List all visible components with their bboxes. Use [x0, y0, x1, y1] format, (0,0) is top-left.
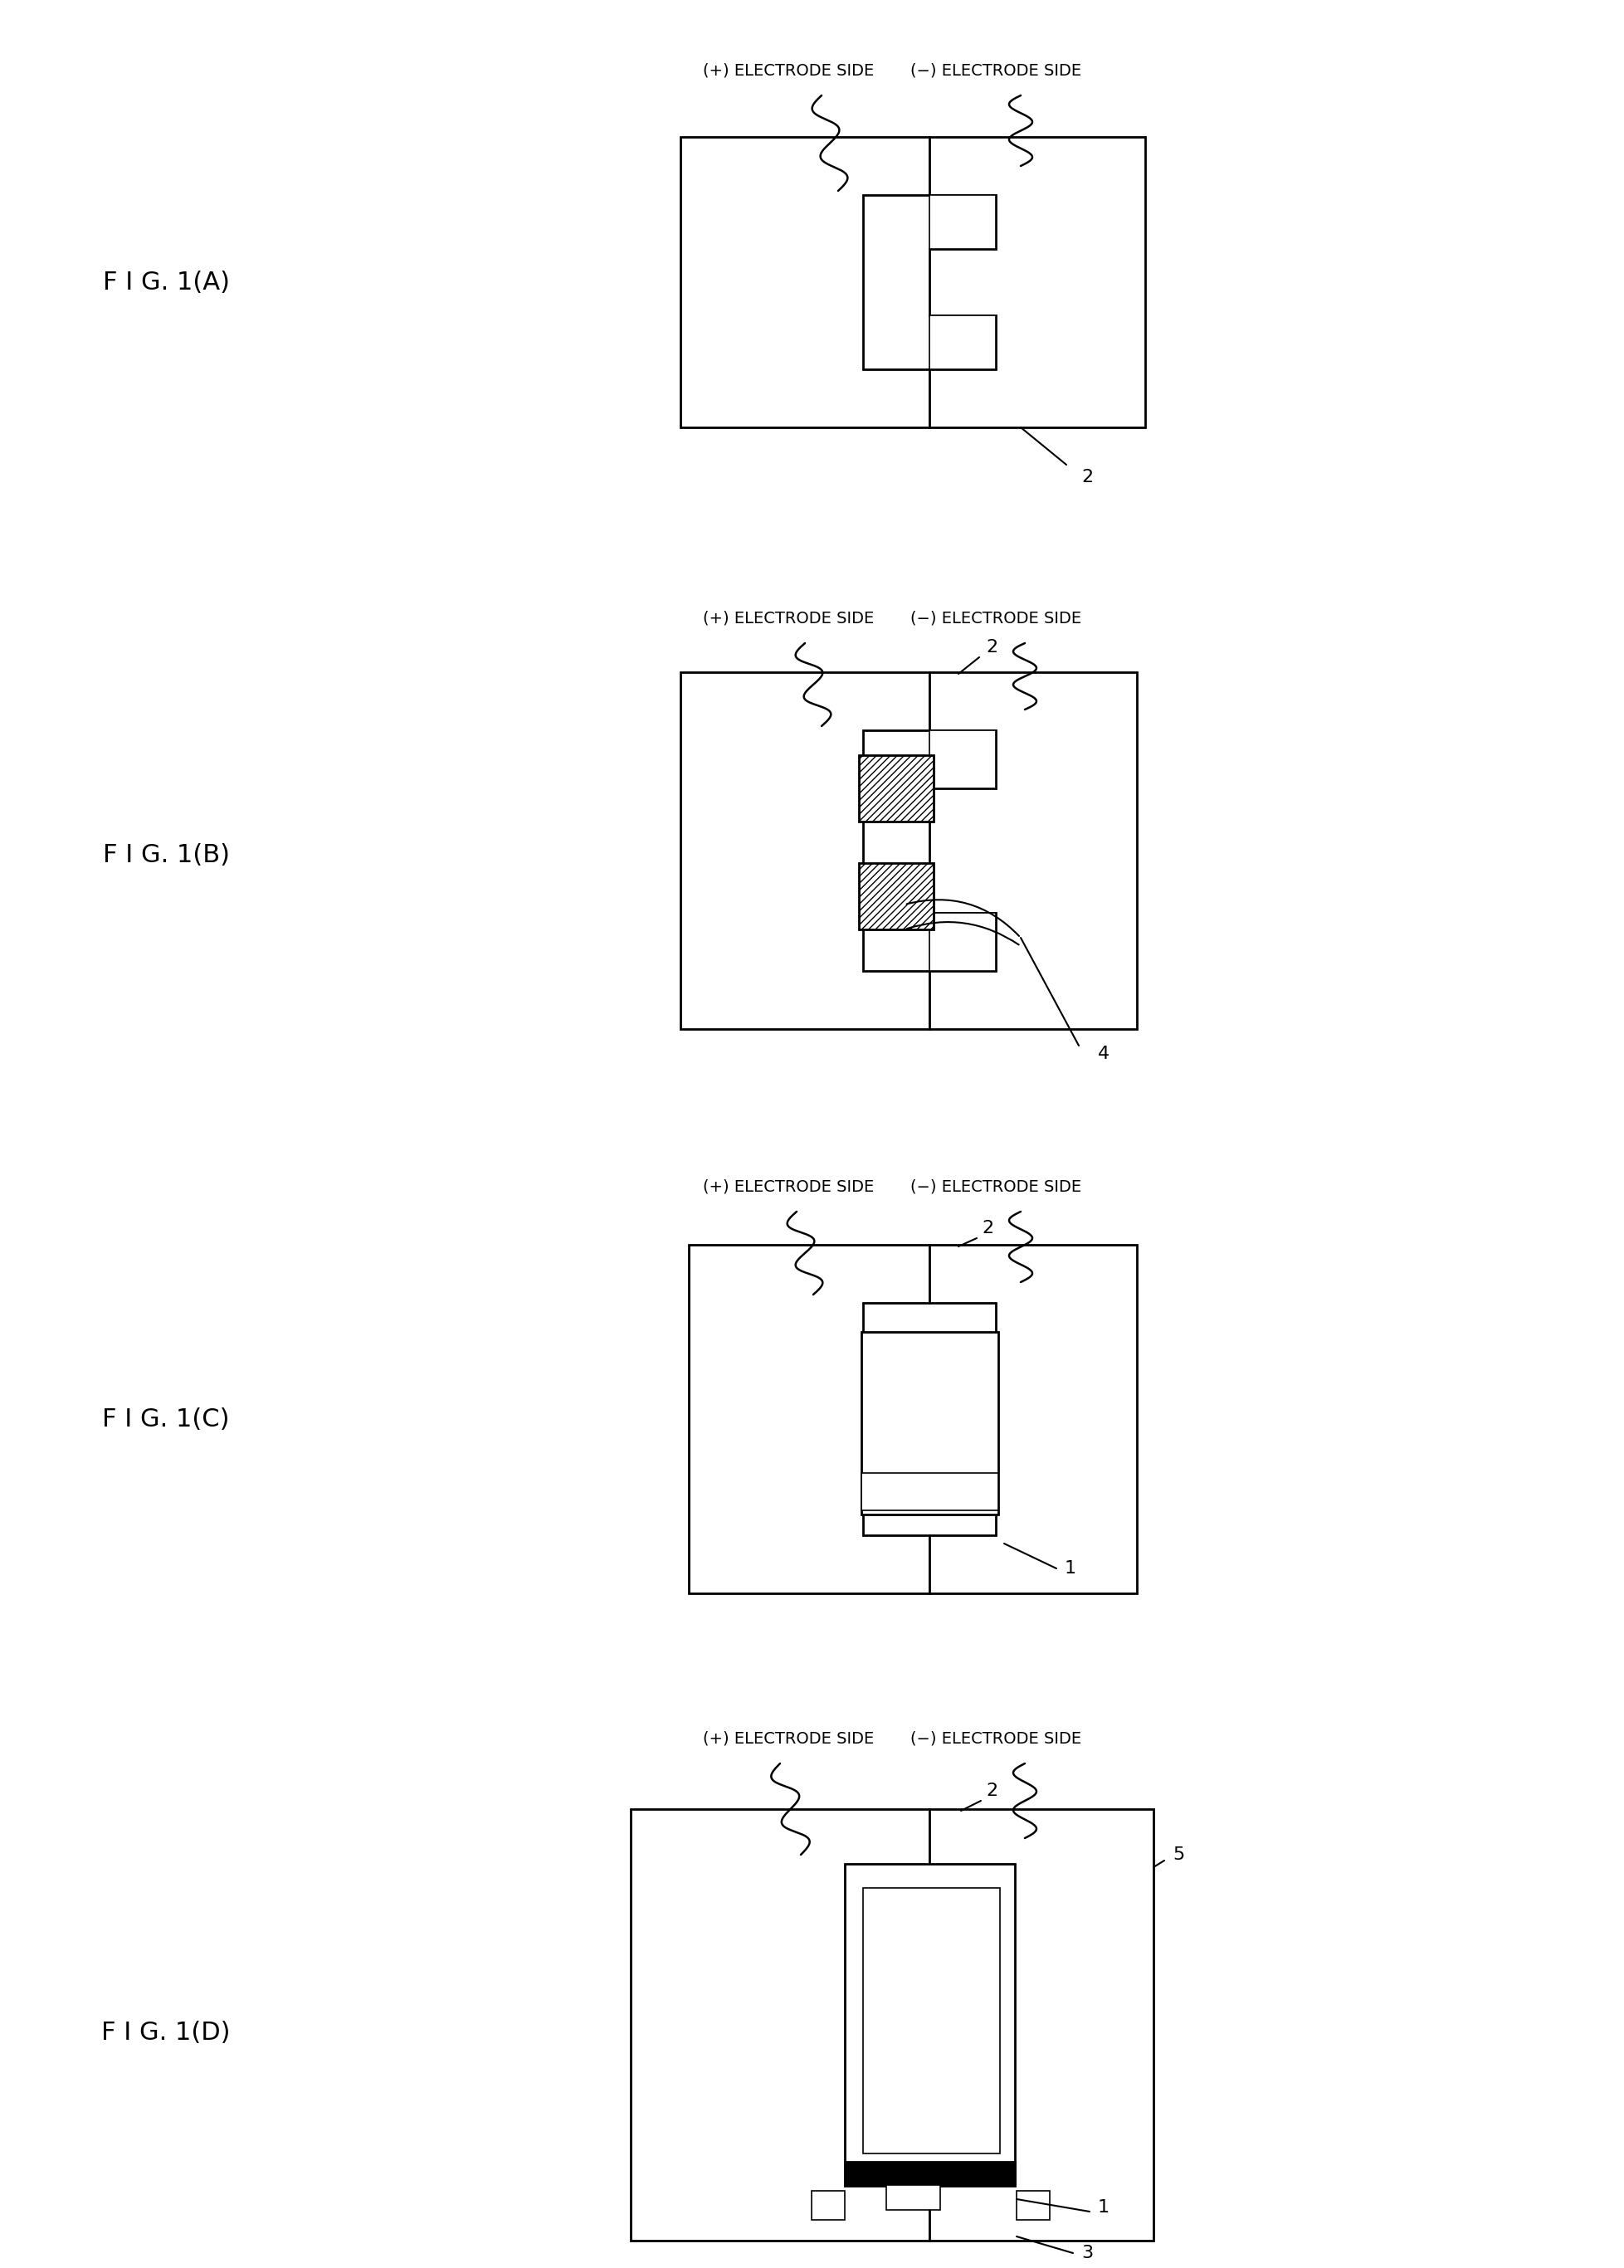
Text: 2: 2 — [986, 1783, 997, 1799]
Text: F I G. 1(D): F I G. 1(D) — [101, 2021, 231, 2046]
Bar — [812, 2191, 844, 2220]
Text: 2: 2 — [1082, 469, 1093, 485]
Text: 2: 2 — [981, 1220, 994, 1236]
Polygon shape — [689, 1245, 929, 1594]
Bar — [861, 1331, 999, 1515]
Polygon shape — [929, 1245, 1137, 1594]
Text: 2: 2 — [986, 640, 997, 655]
Bar — [844, 1864, 1015, 2186]
Text: F I G. 1(B): F I G. 1(B) — [102, 844, 229, 866]
Polygon shape — [929, 136, 1145, 426]
Bar — [929, 912, 996, 971]
Bar — [859, 755, 934, 821]
Text: 4: 4 — [1098, 1046, 1109, 1061]
Text: F I G. 1(A): F I G. 1(A) — [102, 270, 229, 295]
Bar — [887, 2184, 940, 2209]
Bar — [1017, 2191, 1049, 2220]
Polygon shape — [680, 671, 929, 1030]
Polygon shape — [929, 671, 1137, 1030]
Polygon shape — [630, 1810, 929, 2241]
Text: (+) ELECTRODE SIDE: (+) ELECTRODE SIDE — [703, 64, 874, 79]
Bar — [862, 1887, 1000, 2155]
Text: (−) ELECTRODE SIDE: (−) ELECTRODE SIDE — [911, 1179, 1082, 1195]
Text: 5: 5 — [1173, 1846, 1184, 1862]
Text: (−) ELECTRODE SIDE: (−) ELECTRODE SIDE — [911, 610, 1082, 626]
Polygon shape — [929, 1810, 1153, 2241]
Polygon shape — [680, 136, 929, 426]
Bar — [929, 730, 996, 789]
Text: (+) ELECTRODE SIDE: (+) ELECTRODE SIDE — [703, 610, 874, 626]
Text: 3: 3 — [1082, 2245, 1093, 2261]
Text: F I G. 1(C): F I G. 1(C) — [102, 1406, 229, 1431]
Text: (+) ELECTRODE SIDE: (+) ELECTRODE SIDE — [703, 1179, 874, 1195]
Text: 1: 1 — [1098, 2200, 1109, 2216]
Bar — [929, 315, 996, 370]
Text: (−) ELECTRODE SIDE: (−) ELECTRODE SIDE — [911, 64, 1082, 79]
Text: 1: 1 — [1065, 1560, 1077, 1576]
Bar — [929, 195, 996, 249]
Bar — [859, 864, 934, 930]
Bar — [844, 2161, 1015, 2184]
Bar — [861, 1472, 999, 1510]
Text: (+) ELECTRODE SIDE: (+) ELECTRODE SIDE — [703, 1730, 874, 1746]
Text: (−) ELECTRODE SIDE: (−) ELECTRODE SIDE — [911, 1730, 1082, 1746]
